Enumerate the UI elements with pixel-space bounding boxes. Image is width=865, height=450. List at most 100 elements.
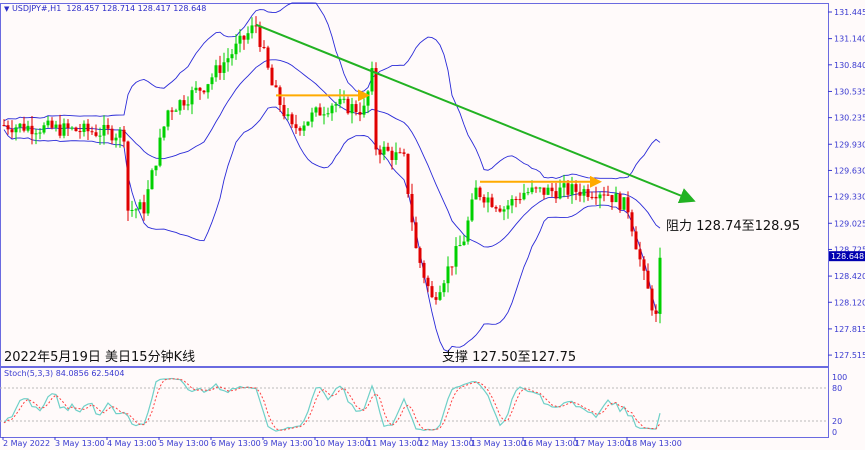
candle-body (522, 192, 526, 200)
current-price-marker (829, 251, 865, 262)
candle-body (266, 47, 270, 68)
candle-body (286, 114, 290, 117)
candle-body (38, 132, 42, 134)
candle-body (234, 43, 238, 55)
candle-body (434, 297, 438, 300)
candle-body (174, 110, 178, 112)
candle-body (514, 199, 518, 201)
candle-body (110, 128, 114, 141)
candle-body (494, 206, 498, 209)
x-tick-label: 6 May 13:00 (211, 439, 261, 448)
x-tick-label: 10 May 13:00 (315, 439, 370, 448)
candle-body (450, 266, 454, 268)
candle-body (418, 248, 422, 263)
candle-body (598, 194, 602, 199)
candle-body (658, 257, 662, 314)
stoch-axis-label: 0 (832, 428, 837, 437)
candle-body (70, 127, 74, 129)
candle-body (442, 283, 446, 293)
candle-body (254, 25, 258, 27)
chart-caption: 2022年5月19日 美日15分钟K线 (4, 350, 196, 365)
candle-body (294, 124, 298, 129)
candle-body (126, 141, 130, 211)
y-tick-label: 129.025 (834, 219, 865, 228)
candle-body (306, 121, 310, 126)
resistance-trendline (255, 23, 696, 204)
bollinger-middle (3, 59, 661, 248)
candle-body (262, 46, 266, 48)
candle-body (582, 189, 586, 196)
stoch-axis-label: 20 (832, 417, 842, 426)
bollinger-upper (3, 2, 661, 180)
candle-body (430, 286, 434, 298)
candle-body (34, 133, 38, 135)
candle-body (6, 125, 10, 130)
candle-body (498, 208, 502, 212)
x-tick-label: 17 May 13:00 (575, 439, 630, 448)
y-tick-label: 128.120 (834, 298, 865, 307)
candle-body (654, 310, 658, 314)
candle-body (42, 125, 46, 133)
candle-body (458, 245, 462, 247)
candle-body (410, 193, 414, 223)
candle-body (398, 152, 402, 154)
candle-body (2, 125, 6, 127)
candle-body (18, 123, 22, 128)
y-tick-label: 130.235 (834, 114, 865, 123)
candle-body (386, 146, 390, 151)
candle-body (26, 125, 30, 131)
bollinger-lower (3, 106, 661, 352)
candle-body (518, 199, 522, 201)
candle-body (230, 54, 234, 59)
candle-body (102, 124, 106, 136)
candle-body (486, 197, 490, 203)
x-tick-label: 4 May 13:00 (107, 439, 157, 448)
x-tick-label: 13 May 13:00 (471, 439, 526, 448)
stoch-label: Stoch(5,3,3) 84.0856 62.5404 (4, 369, 125, 378)
candle-body (54, 124, 58, 128)
y-tick-label: 131.445 (834, 8, 865, 17)
candle-body (214, 65, 218, 78)
stoch-signal-line (3, 378, 661, 431)
candle-body (22, 123, 26, 131)
candle-body (534, 187, 538, 189)
candle-body (170, 110, 174, 112)
candle-body (610, 195, 614, 203)
candle-body (382, 146, 386, 155)
candle-body (162, 126, 166, 138)
candle-body (122, 129, 126, 142)
candle-body (242, 35, 246, 40)
x-tick-label: 3 May 13:00 (55, 439, 105, 448)
candle-body (74, 127, 78, 132)
symbol-header: ▼ USDJPY#,H1 128.457 128.714 128.417 128… (4, 4, 207, 13)
candle-body (578, 191, 582, 196)
candle-body (130, 209, 134, 211)
candle-body (274, 85, 278, 88)
candle-body (438, 292, 442, 300)
candle-body (502, 209, 506, 212)
y-tick-label: 129.330 (834, 193, 865, 202)
candle-body (94, 132, 98, 136)
candle-body (378, 149, 382, 155)
candle-body (298, 128, 302, 131)
y-tick-label: 129.630 (834, 166, 865, 175)
candle-body (474, 187, 478, 200)
candle-body (358, 111, 362, 115)
candle-body (554, 191, 558, 199)
candle-body (374, 68, 378, 150)
candle-body (134, 209, 138, 211)
candle-body (202, 90, 206, 93)
candle-body (602, 194, 606, 196)
candle-body (354, 104, 358, 112)
candle-body (370, 68, 374, 92)
candle-body (606, 194, 610, 196)
candle-body (86, 123, 90, 132)
candle-body (586, 189, 590, 197)
candle-body (98, 135, 102, 137)
candle-body (166, 110, 170, 127)
candle-body (526, 192, 530, 194)
x-tick-label: 2 May 2022 (3, 439, 50, 448)
candle-body (78, 131, 82, 133)
candle-body (238, 35, 242, 44)
